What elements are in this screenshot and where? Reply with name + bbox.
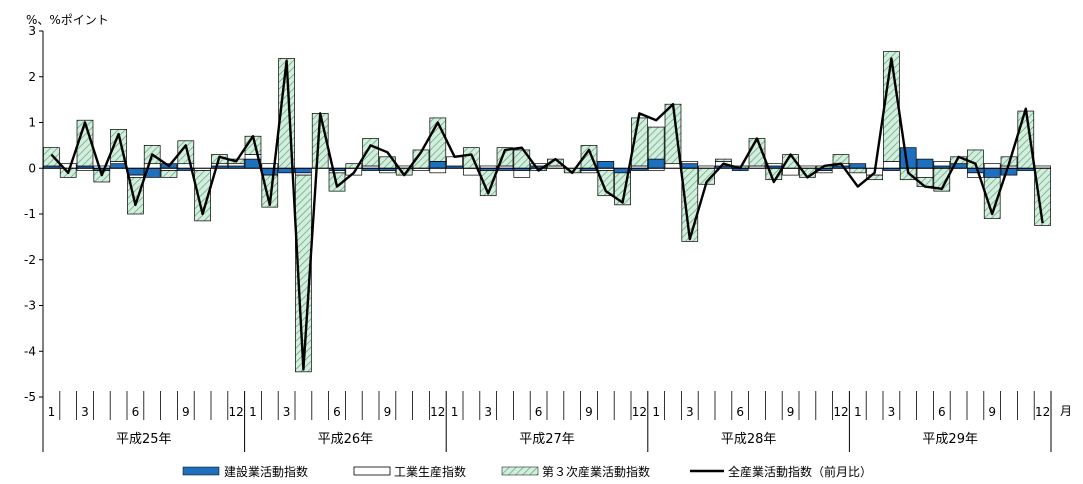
x-year-label-4: 平成29年 [922, 432, 978, 447]
bar-tertiary-40 [715, 158, 732, 162]
legend-swatch-tertiary [501, 466, 539, 476]
axes-layer: 3 2 1 0 -1 -2 -3 -4 -5 [24, 24, 1051, 404]
bar-construction-23 [429, 161, 447, 169]
bar-tertiary-28 [513, 149, 531, 169]
bar-construction-15 [295, 167, 312, 174]
x-month-label-38: 3 [686, 405, 694, 419]
bar-tertiary-48 [849, 167, 867, 174]
bar-layer [43, 51, 1051, 373]
x-month-label-35: 12 [632, 405, 647, 419]
x-month-label-2: 3 [81, 405, 89, 419]
bar-industrial-20 [379, 170, 396, 174]
bar-industrial-32 [580, 170, 598, 174]
x-month-label-11: 12 [229, 405, 244, 419]
bar-industrial-55 [967, 172, 984, 178]
y-tick-label-5: -2 [24, 253, 36, 267]
x-year-label-2: 平成27年 [519, 432, 575, 447]
x-month-label-29: 6 [535, 405, 543, 419]
x-month-label-59: 12 [1035, 405, 1050, 419]
line-all-industry [50, 57, 1044, 371]
legend-swatch-construction [182, 466, 220, 476]
bar-construction-4 [110, 163, 127, 169]
y-tick-label-7: -4 [24, 344, 36, 358]
bar-construction-57 [1000, 167, 1018, 176]
bar-tertiary-0 [43, 147, 60, 167]
bar-industrial-43 [765, 163, 783, 167]
bar-industrial-23 [429, 167, 447, 174]
x-year-label-3: 平成28年 [721, 432, 777, 447]
y-tick-label-3: 0 [28, 161, 36, 175]
x-month-label-5: 6 [132, 405, 140, 419]
bar-tertiary-13 [261, 174, 279, 208]
x-month-label-24: 1 [451, 405, 459, 419]
bar-tertiary-49 [866, 174, 883, 181]
y-tick-label-2: 1 [28, 116, 36, 130]
bar-industrial-50 [883, 161, 900, 169]
bar-industrial-28 [513, 170, 531, 178]
bar-industrial-24 [446, 156, 463, 167]
bar-industrial-52 [916, 167, 934, 178]
x-month-label-23: 12 [430, 405, 445, 419]
bar-construction-48 [849, 163, 867, 169]
x-month-label-20: 9 [384, 405, 392, 419]
bar-construction-13 [261, 167, 279, 176]
bar-tertiary-33 [597, 170, 615, 197]
bar-industrial-38 [681, 161, 699, 165]
bar-industrial-44 [782, 167, 799, 176]
bar-construction-38 [681, 163, 699, 169]
y-tick-label-1: 2 [28, 70, 36, 84]
x-month-label-47: 12 [833, 405, 848, 419]
bar-construction-52 [916, 158, 934, 169]
y-unit-label: %、%ポイント [26, 13, 109, 27]
bar-tertiary-19 [362, 138, 379, 167]
y-tick-label-4: -1 [24, 207, 36, 221]
x-year-label-0: 平成25年 [116, 432, 172, 447]
legend-label-all-industry: 全産業活動指数（前月比） [728, 464, 872, 479]
bar-construction-56 [983, 167, 1001, 178]
x-month-label-50: 3 [888, 405, 896, 419]
x-month-label-56: 9 [988, 405, 996, 419]
x-month-label-26: 3 [484, 405, 492, 419]
bar-tertiary-26 [479, 170, 497, 197]
x-month-label-17: 6 [333, 405, 341, 419]
legend-label-construction: 建設業活動指数 [224, 464, 308, 479]
x-month-label-12: 1 [249, 405, 257, 419]
bar-construction-55 [967, 167, 984, 174]
bar-construction-36 [647, 158, 665, 169]
x-month-label-0: 1 [48, 405, 56, 419]
bar-tertiary-36 [647, 126, 665, 160]
bar-tertiary-47 [832, 154, 850, 165]
bar-tertiary-50 [883, 51, 900, 162]
x-month-label-32: 9 [585, 405, 593, 419]
month-unit-label: 月 [1060, 404, 1072, 418]
x-month-label-36: 1 [652, 405, 660, 419]
x-month-label-8: 9 [182, 405, 190, 419]
y-tick-label-6: -3 [24, 299, 36, 313]
bar-construction-33 [597, 161, 615, 169]
legend: 建設業活動指数 工業生産指数 第３次産業活動指数 全産業活動指数（前月比） [182, 464, 872, 479]
legend-label-tertiary: 第３次産業活動指数 [542, 464, 650, 479]
x-axis-labels: 1 3 6 9 12 1 3 6 9 12 1 3 6 9 12 1 3 6 9 12 1 3 6 9 12 平成25年 平成26年… [42, 391, 1052, 452]
bar-tertiary-9 [194, 170, 211, 222]
x-month-label-48: 1 [854, 405, 862, 419]
x-month-label-41: 6 [736, 405, 744, 419]
bar-tertiary-7 [160, 170, 178, 178]
x-year-label-1: 平成26年 [318, 432, 374, 447]
bar-industrial-53 [933, 161, 951, 167]
x-month-label-53: 6 [938, 405, 946, 419]
x-month-label-14: 3 [283, 405, 291, 419]
y-tick-label-0: 3 [28, 24, 36, 38]
x-month-label-44: 9 [787, 405, 795, 419]
legend-label-industrial: 工業生産指数 [394, 464, 466, 479]
bar-tertiary-56 [983, 177, 1001, 219]
bar-industrial-56 [983, 163, 1001, 169]
line-layer [50, 57, 1044, 371]
bar-industrial-37 [664, 163, 682, 169]
y-tick-label-8: -5 [24, 390, 36, 404]
bar-construction-5 [127, 167, 144, 176]
legend-swatch-industrial [353, 466, 391, 476]
